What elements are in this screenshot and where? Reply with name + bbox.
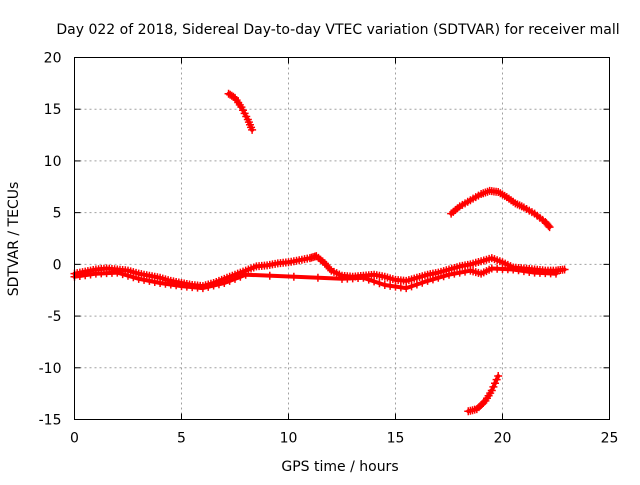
axis-ticks: 0 5 10 15 20 25 -15 -10 -5 0 5 10 15 20 (39, 51, 619, 447)
series-arc-positive (447, 186, 554, 232)
data-point (124, 271, 132, 280)
data-point (145, 276, 154, 285)
series-main-band-lower (70, 264, 560, 293)
data-point (380, 281, 389, 290)
data-point (241, 270, 250, 279)
data-point (265, 271, 274, 280)
data-point (359, 273, 368, 282)
data-point (325, 264, 334, 273)
data-point (514, 266, 523, 275)
data-point (439, 272, 448, 281)
y-tick-label: 15 (44, 102, 62, 118)
data-point (236, 272, 245, 281)
y-tick-label: -5 (48, 309, 62, 325)
x-tick-label: 10 (280, 431, 298, 447)
data-point (86, 270, 95, 279)
x-tick-label: 25 (601, 431, 619, 447)
x-axis-label: GPS time / hours (281, 459, 398, 475)
data-point (489, 382, 498, 391)
y-tick-label: 10 (44, 154, 62, 170)
y-tick-label: 5 (53, 206, 62, 222)
data-point (386, 281, 395, 290)
data-point (509, 265, 518, 274)
data-point (75, 271, 84, 280)
data-point (428, 275, 437, 284)
data-point (225, 276, 234, 285)
data-point (220, 278, 229, 287)
data-point (172, 281, 181, 290)
data-points (70, 89, 569, 416)
data-point (552, 269, 560, 278)
data-point (544, 221, 553, 230)
data-point (450, 269, 459, 278)
data-point (364, 275, 373, 284)
data-point (396, 283, 405, 292)
data-point (166, 280, 175, 289)
x-tick-label: 5 (177, 431, 186, 447)
data-point (198, 284, 207, 293)
data-point (156, 278, 165, 287)
data-point (214, 280, 223, 289)
data-point (209, 281, 218, 290)
data-point (370, 277, 379, 286)
data-point (129, 273, 138, 282)
data-point (487, 386, 496, 395)
data-point (492, 375, 501, 384)
data-point (402, 284, 411, 293)
data-point (545, 223, 554, 232)
chart-title: Day 022 of 2018, Sidereal Day-to-day VTE… (56, 22, 619, 38)
x-tick-label: 15 (387, 431, 405, 447)
y-axis-label: SDTVAR / TECUs (6, 182, 22, 297)
data-point (289, 272, 298, 281)
data-point (407, 282, 416, 291)
data-point (113, 268, 122, 277)
series-arc-low (464, 372, 503, 416)
data-point (491, 379, 500, 388)
data-point (118, 270, 127, 279)
y-tick-label: 20 (44, 51, 62, 67)
data-point (375, 279, 384, 288)
data-point (150, 277, 159, 286)
data-point (81, 271, 90, 280)
data-point (161, 279, 170, 288)
data-point (525, 267, 534, 276)
x-tick-label: 20 (494, 431, 512, 447)
x-tick-label: 0 (70, 431, 79, 447)
data-point (140, 275, 149, 284)
data-point (494, 372, 503, 381)
data-point (519, 267, 528, 276)
data-point (445, 270, 453, 279)
data-point (434, 273, 443, 282)
data-point (248, 125, 257, 134)
grid-lines (74, 57, 610, 420)
data-point (391, 282, 400, 291)
data-point (204, 282, 213, 291)
data-point (560, 265, 569, 274)
y-tick-label: -15 (39, 413, 62, 429)
data-point (134, 274, 143, 283)
data-point (423, 276, 432, 285)
series-arc-high (224, 89, 257, 134)
data-point (418, 278, 427, 287)
plot-frame (74, 57, 610, 420)
data-point (313, 273, 322, 282)
y-tick-label: 0 (53, 257, 62, 273)
data-point (231, 274, 239, 283)
y-tick-label: -10 (39, 361, 62, 377)
data-point (461, 267, 470, 276)
data-point (455, 268, 464, 277)
data-point (412, 280, 421, 289)
